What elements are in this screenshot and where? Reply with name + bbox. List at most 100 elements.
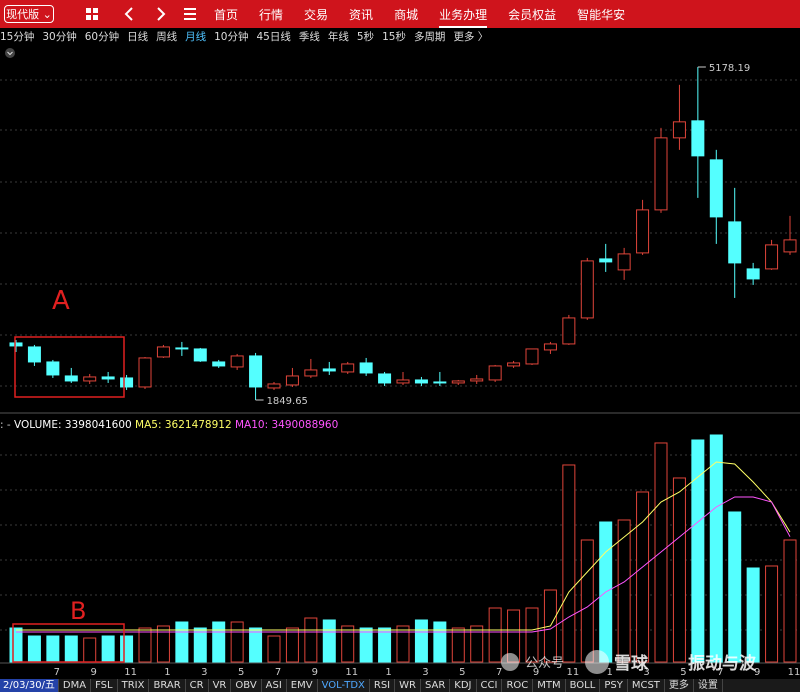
indicator-tab[interactable]: VR	[209, 679, 232, 692]
volume-bar	[433, 621, 447, 663]
indicator-tab[interactable]: RSI	[370, 679, 396, 692]
period-item[interactable]: 30分钟	[42, 30, 77, 43]
menu-item[interactable]: 业务办理	[439, 1, 488, 28]
period-item[interactable]: 日线	[127, 30, 149, 43]
period-item[interactable]: 60分钟	[84, 30, 120, 43]
period-item[interactable]: 15秒	[382, 30, 406, 43]
x-tick-label: 5	[459, 667, 465, 678]
x-tick-label: 3	[422, 667, 428, 678]
indicator-tab[interactable]: CCI	[477, 679, 503, 692]
x-tick-label: 5	[680, 667, 686, 678]
watermark-icon	[501, 653, 519, 671]
volume-bar	[746, 567, 760, 663]
candle-body	[765, 244, 779, 270]
indicator-tab[interactable]: ASI	[262, 679, 287, 692]
period-item[interactable]: 5秒	[356, 30, 375, 43]
annotation-box	[12, 623, 125, 663]
indicator-tab[interactable]: WR	[395, 679, 421, 692]
period-item[interactable]: 周线	[156, 30, 178, 43]
volume-bar	[230, 621, 244, 663]
indicator-tab[interactable]: MTM	[533, 679, 566, 692]
candle-body	[654, 137, 668, 211]
volume-value: 3398041600	[65, 419, 132, 431]
volume-bar	[138, 627, 152, 663]
period-item[interactable]: 多周期	[413, 30, 446, 43]
candle-body	[285, 375, 299, 386]
indicator-tab[interactable]: ROC	[502, 679, 534, 692]
candle-body	[451, 380, 465, 384]
period-item[interactable]: 年线	[327, 30, 349, 43]
volume-bar	[83, 637, 97, 663]
indicator-tab[interactable]: DMA	[59, 679, 92, 692]
version-dropdown[interactable]: 现代版 ⌄	[4, 5, 54, 23]
volume-bar	[322, 619, 336, 663]
indicator-tab[interactable]: 更多	[665, 679, 694, 692]
x-tick-label: 7	[275, 667, 281, 678]
candle-body	[230, 355, 244, 368]
candle-body	[617, 253, 631, 271]
volume-bar	[636, 491, 650, 663]
candle-body	[249, 355, 263, 388]
volume-bar	[359, 627, 373, 663]
volume-bar	[285, 627, 299, 663]
grid-icon[interactable]	[86, 8, 98, 20]
candle-body	[46, 361, 60, 376]
candle-body	[433, 381, 447, 384]
indicator-tab[interactable]: FSL	[91, 679, 118, 692]
x-tick-label: 1	[164, 667, 170, 678]
ma-legend: MA5:	[135, 419, 161, 431]
menu-item[interactable]: 行情	[259, 7, 284, 22]
candle-body	[636, 209, 650, 254]
indicator-tab[interactable]: VOL-TDX	[318, 679, 370, 692]
volume-bar	[101, 635, 115, 663]
menu-item[interactable]: 资讯	[349, 7, 374, 22]
nav-icons	[86, 7, 196, 21]
x-tick-label: 9	[754, 667, 760, 678]
indicator-tab[interactable]: TRIX	[118, 679, 150, 692]
indicator-tab[interactable]: BRAR	[149, 679, 186, 692]
version-text: 现代版	[6, 8, 40, 21]
indicator-tab[interactable]: BOLL	[566, 679, 601, 692]
period-item[interactable]: 10分钟	[214, 30, 249, 43]
volume-bar	[414, 619, 428, 663]
menu-item[interactable]: 会员权益	[508, 7, 557, 22]
x-tick-label: 1	[385, 667, 391, 678]
menu-item[interactable]: 交易	[304, 7, 329, 22]
period-item[interactable]: 15分钟	[0, 30, 35, 43]
indicator-tab[interactable]: PSY	[600, 679, 628, 692]
period-item[interactable]: 45日线	[256, 30, 291, 43]
volume-bar	[617, 519, 631, 663]
period-item[interactable]: 月线	[185, 30, 207, 43]
indicator-tab[interactable]: SAR	[421, 679, 451, 692]
ma-value: 3621478912	[165, 419, 232, 431]
x-tick-label: 9	[91, 667, 97, 678]
indicator-tab[interactable]: 设置	[694, 679, 723, 692]
indicator-tab[interactable]: MCST	[628, 679, 665, 692]
volume-bar	[783, 539, 797, 663]
volume-bar	[64, 635, 78, 663]
indicator-tab[interactable]: OBV	[231, 679, 262, 692]
menu-item[interactable]: 首页	[214, 7, 239, 22]
menu-icon[interactable]	[184, 8, 196, 20]
back-icon[interactable]	[124, 7, 133, 21]
candle-body	[507, 362, 521, 367]
annotation-label: A	[52, 286, 70, 316]
x-tick-label: 11	[124, 667, 137, 678]
candle-body	[27, 346, 41, 363]
menu-item[interactable]: 智能华安	[577, 7, 626, 22]
period-bar: 15分钟 30分钟 60分钟 日线 周线 月线 10分钟 45日线 季线 年线 5秒 15秒 多周期 更多…	[0, 28, 496, 44]
x-tick-label: 9	[312, 667, 318, 678]
indicator-tab[interactable]: KDJ	[450, 679, 477, 692]
menu-item[interactable]: 商城	[394, 7, 419, 22]
period-item[interactable]: 更多 〉	[453, 30, 489, 43]
candle-body	[580, 260, 594, 319]
x-tick-label: 5	[238, 667, 244, 678]
forward-icon[interactable]	[157, 7, 166, 21]
period-item[interactable]: 季线	[298, 30, 320, 43]
x-tick-label: 3	[201, 667, 207, 678]
indicator-tab[interactable]: CR	[186, 679, 209, 692]
low-label: 1849.65	[267, 396, 308, 407]
ma-line	[16, 461, 791, 631]
indicator-tab[interactable]: EMV	[287, 679, 318, 692]
